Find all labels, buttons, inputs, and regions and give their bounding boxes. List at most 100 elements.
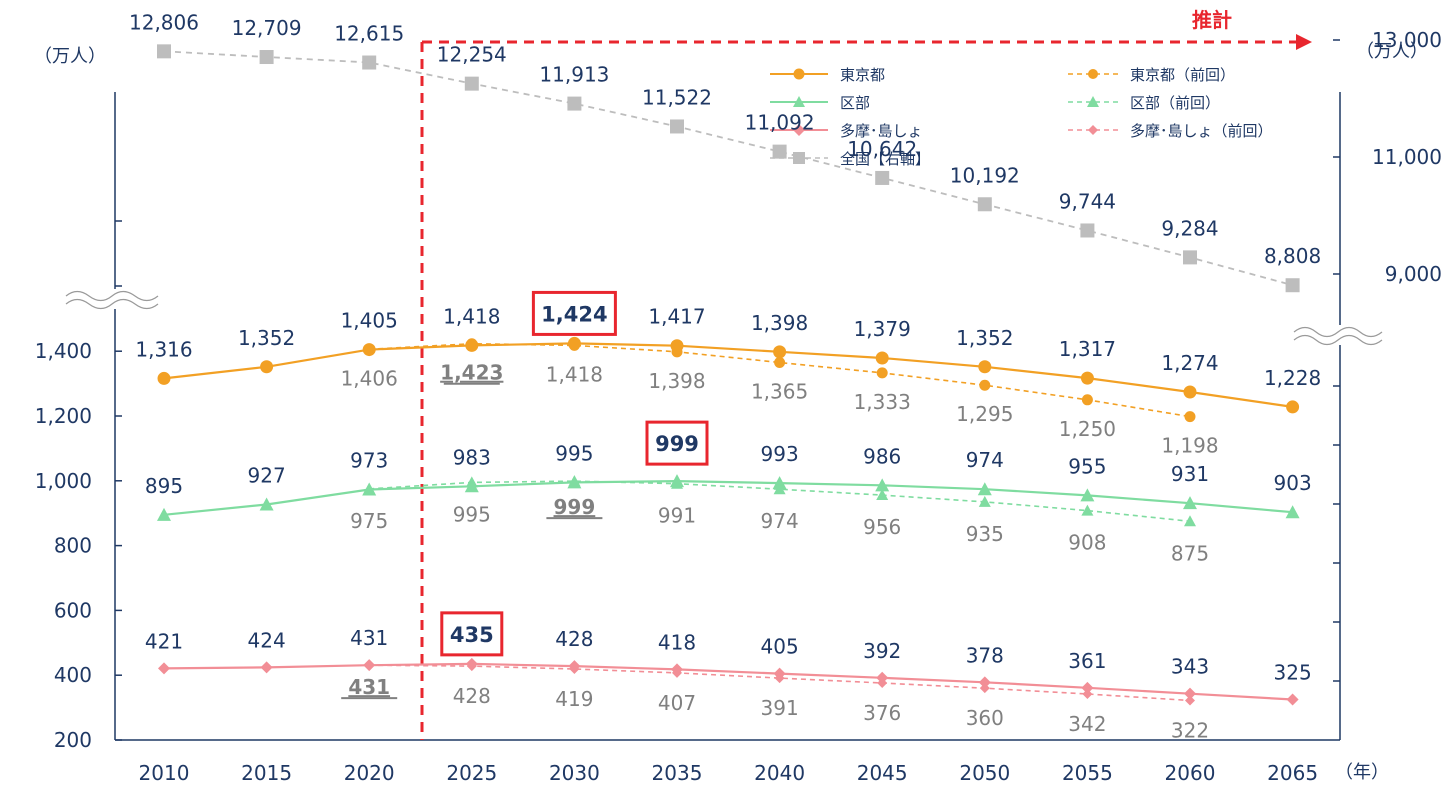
- x-tick-label: 2040: [754, 761, 805, 785]
- point-tama: [260, 661, 273, 674]
- data-label-ku: 931: [1171, 462, 1209, 486]
- data-label-national: 10,192: [950, 163, 1020, 187]
- data-label-tama-prev: 360: [966, 706, 1004, 730]
- point-tama: [1081, 681, 1094, 694]
- series-line-ku: [163, 479, 1293, 516]
- data-label-tama: 428: [555, 627, 593, 651]
- data-label-ku-prev: 908: [1068, 531, 1106, 555]
- point-national: [1285, 278, 1300, 293]
- legend-tokyo: 東京都: [840, 66, 885, 84]
- point-tokyo: [1286, 400, 1300, 414]
- x-tick-label: 2055: [1062, 761, 1113, 785]
- data-label-tama: 392: [863, 639, 901, 663]
- data-label-tama-prev: 322: [1171, 718, 1209, 742]
- data-label-ku-prev: 935: [966, 522, 1004, 546]
- data-label-ku-prev: 995: [453, 502, 491, 526]
- peak-highlight-box: [440, 611, 504, 657]
- data-label-tama: 418: [658, 630, 696, 654]
- data-label-national: 12,806: [129, 10, 199, 34]
- peak-label-tama: 435: [450, 623, 494, 647]
- point-tama: [876, 671, 889, 684]
- data-label-tama: 424: [248, 628, 286, 652]
- data-label-tokyo: 1,317: [1059, 337, 1116, 361]
- right-axis-break: [1293, 325, 1384, 346]
- data-label-ku: 986: [863, 444, 901, 468]
- data-label-ku-prev: 975: [350, 509, 388, 533]
- data-label-ku: 927: [248, 463, 286, 487]
- point-tokyo: [1080, 371, 1094, 385]
- data-label-tama: 421: [145, 629, 183, 653]
- legend-tokyo-prev: 東京都（前回）: [1130, 66, 1235, 84]
- data-label-tokyo: 1,274: [1161, 351, 1218, 375]
- point-tama: [363, 659, 376, 672]
- point-ku: [977, 482, 992, 496]
- data-label-tokyo-prev: 1,365: [751, 380, 808, 404]
- data-label-tama-prev: 342: [1068, 712, 1106, 736]
- data-label-ku-prev: 974: [761, 509, 799, 533]
- point-national: [157, 44, 171, 59]
- legend-ku: 区部: [840, 94, 870, 112]
- point-tokyo-prev: [1184, 411, 1196, 423]
- data-label-national: 9,744: [1059, 189, 1116, 213]
- point-tama: [568, 660, 581, 673]
- data-label-ku: 983: [453, 445, 491, 469]
- x-tick-label: 2020: [344, 761, 395, 785]
- left-tick-label: 400: [54, 663, 92, 687]
- peak-label-ku: 999: [655, 432, 699, 456]
- data-label-ku: 973: [350, 449, 388, 473]
- point-tokyo: [670, 339, 684, 353]
- data-label-national: 11,913: [539, 63, 609, 87]
- x-tick-label: 2010: [139, 761, 190, 785]
- x-tick-label: 2060: [1165, 761, 1216, 785]
- data-label-tama: 405: [761, 635, 799, 659]
- data-label-national: 8,808: [1264, 244, 1321, 268]
- point-tokyo: [465, 338, 479, 352]
- point-ku: [259, 497, 274, 511]
- left-tick-label: 800: [54, 534, 92, 558]
- point-tokyo: [773, 345, 787, 359]
- projection-label: 推計: [1192, 8, 1232, 32]
- point-tokyo-prev: [774, 357, 786, 369]
- data-label-tokyo: 1,228: [1264, 366, 1321, 390]
- series-line-tama-prev: [369, 664, 1191, 702]
- x-tick-label: 2050: [959, 761, 1010, 785]
- data-label-tama: 361: [1068, 649, 1106, 673]
- x-tick-label: 2030: [549, 761, 600, 785]
- data-label-tokyo: 1,405: [341, 309, 398, 333]
- series-line-tokyo: [163, 342, 1293, 408]
- point-tokyo: [978, 360, 992, 374]
- left-axis-unit: （万人）: [34, 46, 106, 67]
- right-axis-unit: （万人）: [1356, 41, 1428, 62]
- data-label-ku: 895: [145, 474, 183, 498]
- data-label-ku: 995: [555, 441, 593, 465]
- x-tick-label: 2035: [652, 761, 703, 785]
- point-ku: [1183, 496, 1197, 510]
- data-label-tama-prev: 407: [658, 691, 696, 715]
- data-label-tokyo: 1,379: [854, 317, 911, 341]
- data-label-national: 11,092: [745, 111, 815, 135]
- point-ku: [772, 476, 787, 490]
- data-label-tokyo-prev: 1,295: [956, 402, 1013, 426]
- left-axis-break: [65, 289, 159, 310]
- data-label-tama: 431: [350, 626, 388, 650]
- point-national: [362, 55, 377, 70]
- point-national: [670, 119, 684, 134]
- point-tama: [1286, 693, 1299, 706]
- point-tama: [465, 657, 478, 670]
- point-national: [567, 96, 582, 111]
- data-label-ku: 903: [1274, 471, 1312, 495]
- x-tick-label: 2025: [446, 761, 497, 785]
- data-label-tokyo: 1,417: [648, 305, 705, 329]
- point-ku-prev: [876, 489, 889, 501]
- point-ku: [1080, 488, 1095, 502]
- data-label-ku-prev: 956: [863, 515, 901, 539]
- point-ku: [464, 479, 479, 493]
- data-label-tokyo: 1,352: [238, 326, 295, 350]
- data-label-ku: 955: [1068, 454, 1106, 478]
- data-label-tokyo: 1,398: [751, 311, 808, 335]
- data-label-national: 12,254: [437, 43, 507, 67]
- data-label-tokyo: 1,316: [135, 337, 192, 361]
- point-ku: [157, 507, 171, 521]
- data-label-tama-prev: 391: [761, 696, 799, 720]
- x-axis-unit: （年）: [1335, 762, 1389, 783]
